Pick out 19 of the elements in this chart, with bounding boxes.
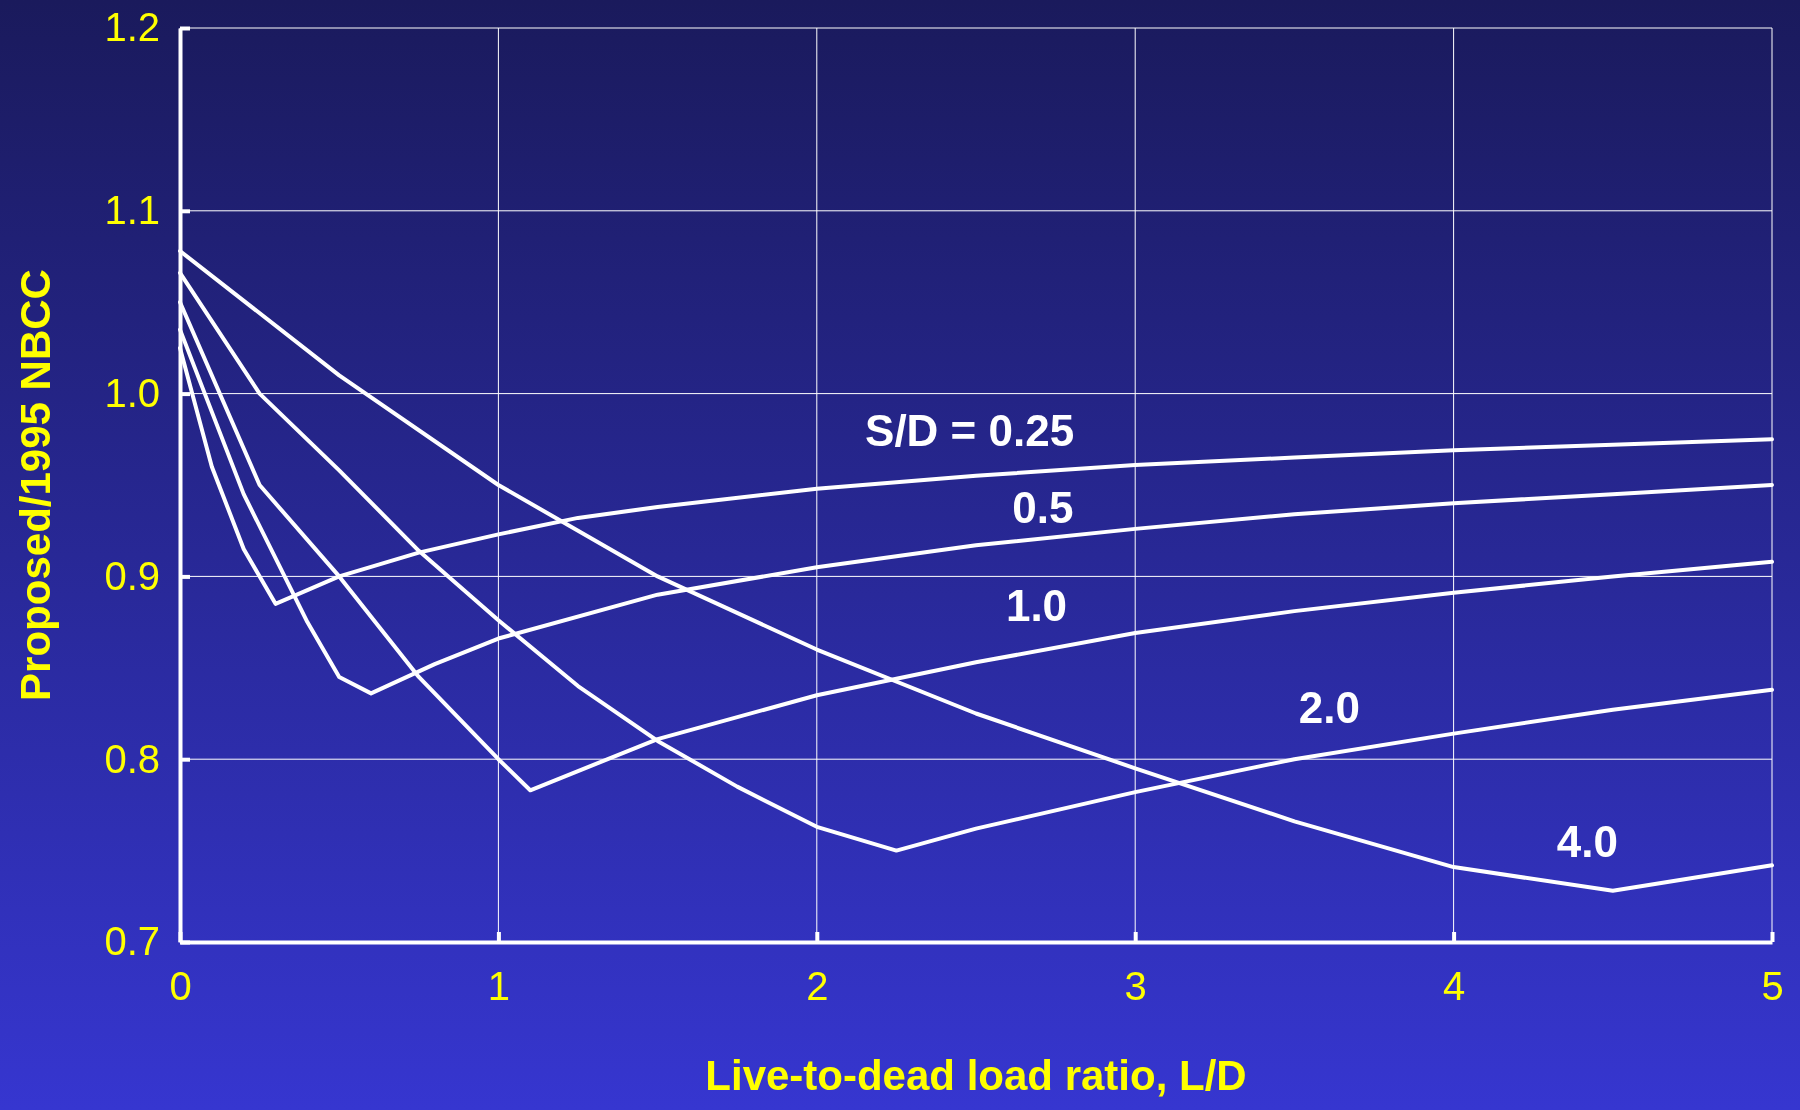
x-tick-label: 4 [1442, 964, 1466, 1009]
series-label: 1.0 [1005, 580, 1068, 630]
x-tick-label: 5 [1761, 964, 1784, 1009]
series-label: 4.0 [1556, 816, 1618, 866]
y-axis-title: Proposed/1995 NBCC [12, 269, 59, 701]
y-tick-label: 1.0 [104, 370, 160, 415]
x-tick-label: 1 [487, 964, 511, 1009]
x-tick-label: 2 [806, 964, 829, 1009]
series-label: 0.5 [1012, 483, 1074, 533]
series-label: S/D = 0.25 [865, 406, 1075, 455]
y-tick-label: 0.7 [104, 919, 160, 964]
x-tick-label: 0 [169, 964, 192, 1009]
x-axis-title: Live-to-dead load ratio, L/D [705, 1052, 1247, 1099]
y-tick-label: 1.2 [104, 5, 160, 50]
y-tick-label: 0.9 [104, 553, 160, 598]
series-label: 2.0 [1298, 683, 1361, 733]
y-tick-label: 1.1 [104, 188, 160, 233]
x-tick-label: 3 [1124, 964, 1147, 1009]
y-tick-label: 0.8 [104, 736, 160, 781]
